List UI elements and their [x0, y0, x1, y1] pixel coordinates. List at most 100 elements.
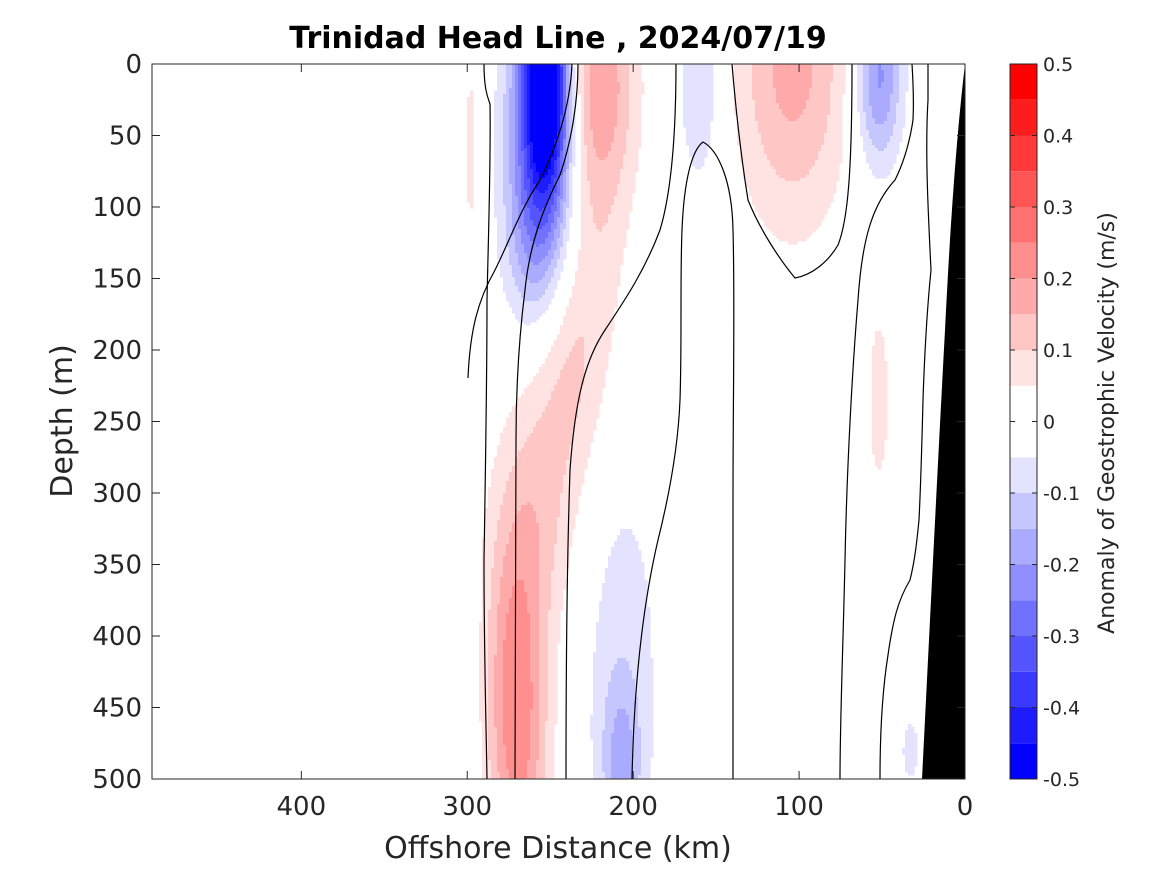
velocity-cell — [479, 715, 489, 719]
velocity-cell — [536, 511, 561, 515]
velocity-cell — [875, 331, 882, 335]
velocity-cell — [563, 100, 567, 104]
velocity-cell — [560, 166, 564, 170]
velocity-cell — [596, 151, 609, 155]
velocity-cell — [587, 178, 621, 182]
velocity-cell — [497, 616, 507, 620]
velocity-cell — [872, 451, 885, 455]
velocity-cell — [521, 229, 528, 233]
velocity-cell — [605, 157, 624, 161]
velocity-cell — [503, 667, 531, 671]
velocity-cell — [587, 169, 621, 173]
velocity-cell — [611, 211, 630, 215]
velocity-cell — [506, 547, 540, 551]
velocity-cell — [563, 235, 570, 239]
velocity-cell — [494, 541, 510, 545]
velocity-cell — [512, 217, 519, 221]
velocity-cell — [581, 136, 585, 140]
velocity-cell — [494, 709, 504, 713]
velocity-cell — [509, 175, 516, 179]
velocity-cell — [593, 766, 603, 770]
velocity-cell — [578, 259, 624, 263]
velocity-cell — [467, 124, 474, 128]
velocity-cell — [512, 409, 546, 413]
velocity-cell — [515, 145, 519, 149]
velocity-cell — [545, 745, 555, 749]
velocity-cell — [518, 451, 570, 455]
velocity-cell — [581, 106, 585, 110]
velocity-cell — [611, 553, 642, 557]
velocity-cell — [497, 763, 507, 767]
velocity-cell — [638, 706, 654, 710]
velocity-cell — [866, 112, 873, 116]
velocity-cell — [533, 430, 573, 434]
velocity-cell — [518, 118, 522, 122]
velocity-cell — [878, 70, 885, 74]
velocity-cell — [515, 73, 519, 77]
velocity-cell — [734, 64, 753, 68]
velocity-cell — [566, 226, 570, 230]
velocity-cell — [482, 736, 489, 740]
velocity-cell — [515, 154, 519, 158]
velocity-cell — [560, 178, 564, 182]
velocity-cell — [641, 760, 651, 764]
velocity-cell — [605, 709, 618, 713]
velocity-cell — [566, 70, 570, 74]
velocity-cell — [758, 211, 828, 215]
velocity-cell — [506, 232, 513, 236]
velocity-cell — [557, 73, 561, 77]
velocity-cell — [572, 439, 594, 443]
velocity-cell — [527, 97, 531, 101]
velocity-cell — [797, 118, 828, 122]
velocity-cell — [584, 358, 609, 362]
velocity-cell — [593, 703, 606, 707]
velocity-cell — [629, 79, 642, 83]
velocity-cell — [515, 121, 519, 125]
velocity-cell — [905, 739, 918, 743]
velocity-cell — [590, 97, 618, 101]
velocity-cell — [872, 436, 888, 440]
velocity-cell — [689, 148, 708, 152]
velocity-cell — [515, 583, 525, 587]
velocity-cell — [491, 604, 498, 608]
velocity-cell — [497, 742, 504, 746]
velocity-cell — [581, 142, 585, 146]
velocity-cell — [539, 535, 558, 539]
velocity-cell — [779, 103, 807, 107]
velocity-cell — [560, 331, 612, 335]
zero-contour — [631, 141, 735, 779]
velocity-cell — [641, 730, 654, 734]
velocity-cell — [494, 550, 507, 554]
velocity-cell — [581, 202, 591, 206]
velocity-cell — [494, 559, 504, 563]
colorbar-tick-label: 0.5 — [1043, 54, 1073, 76]
velocity-cell — [785, 178, 801, 182]
velocity-cell — [620, 91, 630, 95]
velocity-cell — [572, 112, 576, 116]
velocity-cell — [629, 109, 642, 113]
velocity-cell — [566, 118, 570, 122]
colorbar-segment — [1010, 171, 1037, 207]
velocity-cell — [593, 670, 612, 674]
velocity-cell — [506, 73, 513, 77]
velocity-cell — [566, 79, 570, 83]
velocity-cell — [752, 67, 774, 71]
velocity-cell — [617, 184, 636, 188]
velocity-cell — [572, 91, 576, 95]
velocity-cell — [806, 175, 840, 179]
velocity-cell — [683, 85, 714, 89]
velocity-cell — [518, 220, 525, 224]
velocity-cell — [629, 112, 642, 116]
velocity-cell — [539, 583, 552, 587]
velocity-cell — [494, 691, 504, 695]
velocity-cell — [539, 574, 552, 578]
velocity-cell — [542, 226, 552, 230]
velocity-cell — [632, 763, 642, 767]
velocity-cell — [533, 175, 540, 179]
velocity-cell — [875, 340, 885, 344]
velocity-cell — [515, 457, 570, 461]
velocity-cell — [539, 718, 549, 722]
velocity-cell — [611, 145, 627, 149]
velocity-cell — [527, 502, 531, 506]
velocity-cell — [539, 706, 549, 710]
